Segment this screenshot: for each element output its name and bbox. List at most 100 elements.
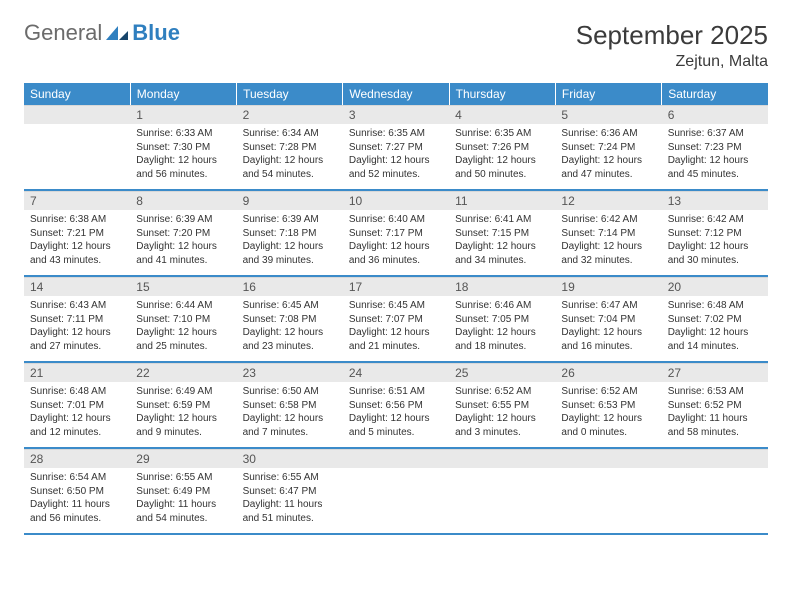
sunset-text: Sunset: 7:27 PM xyxy=(349,141,443,155)
daylight-text: Daylight: 12 hours and 54 minutes. xyxy=(243,154,337,181)
day-number: 29 xyxy=(130,449,236,468)
header: General Blue September 2025 Zejtun, Malt… xyxy=(24,20,768,71)
day-details: Sunrise: 6:37 AMSunset: 7:23 PMDaylight:… xyxy=(662,124,768,189)
sunset-text: Sunset: 7:01 PM xyxy=(30,399,124,413)
day-cell: 30Sunrise: 6:55 AMSunset: 6:47 PMDayligh… xyxy=(237,448,343,534)
day-cell: 25Sunrise: 6:52 AMSunset: 6:55 PMDayligh… xyxy=(449,362,555,448)
sunrise-text: Sunrise: 6:41 AM xyxy=(455,213,549,227)
day-details: Sunrise: 6:40 AMSunset: 7:17 PMDaylight:… xyxy=(343,210,449,275)
day-number xyxy=(449,449,555,468)
week-row: 1Sunrise: 6:33 AMSunset: 7:30 PMDaylight… xyxy=(24,105,768,190)
day-details: Sunrise: 6:54 AMSunset: 6:50 PMDaylight:… xyxy=(24,468,130,533)
day-number: 19 xyxy=(555,277,661,296)
day-details: Sunrise: 6:50 AMSunset: 6:58 PMDaylight:… xyxy=(237,382,343,447)
day-details: Sunrise: 6:51 AMSunset: 6:56 PMDaylight:… xyxy=(343,382,449,447)
sunset-text: Sunset: 7:24 PM xyxy=(561,141,655,155)
day-number xyxy=(662,449,768,468)
sunset-text: Sunset: 7:14 PM xyxy=(561,227,655,241)
day-number: 16 xyxy=(237,277,343,296)
sunrise-text: Sunrise: 6:37 AM xyxy=(668,127,762,141)
day-number xyxy=(24,105,130,124)
day-number: 12 xyxy=(555,191,661,210)
sunrise-text: Sunrise: 6:50 AM xyxy=(243,385,337,399)
sunrise-text: Sunrise: 6:44 AM xyxy=(136,299,230,313)
sunset-text: Sunset: 7:23 PM xyxy=(668,141,762,155)
sunset-text: Sunset: 6:58 PM xyxy=(243,399,337,413)
week-row: 28Sunrise: 6:54 AMSunset: 6:50 PMDayligh… xyxy=(24,448,768,534)
day-cell: 26Sunrise: 6:52 AMSunset: 6:53 PMDayligh… xyxy=(555,362,661,448)
day-cell: 4Sunrise: 6:35 AMSunset: 7:26 PMDaylight… xyxy=(449,105,555,190)
day-number xyxy=(343,449,449,468)
week-row: 14Sunrise: 6:43 AMSunset: 7:11 PMDayligh… xyxy=(24,276,768,362)
sunset-text: Sunset: 7:02 PM xyxy=(668,313,762,327)
sunset-text: Sunset: 7:26 PM xyxy=(455,141,549,155)
day-cell: 5Sunrise: 6:36 AMSunset: 7:24 PMDaylight… xyxy=(555,105,661,190)
sunrise-text: Sunrise: 6:33 AM xyxy=(136,127,230,141)
sunset-text: Sunset: 7:18 PM xyxy=(243,227,337,241)
sunrise-text: Sunrise: 6:39 AM xyxy=(243,213,337,227)
day-cell: 14Sunrise: 6:43 AMSunset: 7:11 PMDayligh… xyxy=(24,276,130,362)
daylight-text: Daylight: 12 hours and 32 minutes. xyxy=(561,240,655,267)
sunrise-text: Sunrise: 6:42 AM xyxy=(668,213,762,227)
day-number: 14 xyxy=(24,277,130,296)
sunrise-text: Sunrise: 6:38 AM xyxy=(30,213,124,227)
sunset-text: Sunset: 7:07 PM xyxy=(349,313,443,327)
dow-header: Wednesday xyxy=(343,83,449,105)
month-title: September 2025 xyxy=(576,20,768,51)
week-row: 21Sunrise: 6:48 AMSunset: 7:01 PMDayligh… xyxy=(24,362,768,448)
day-cell: 19Sunrise: 6:47 AMSunset: 7:04 PMDayligh… xyxy=(555,276,661,362)
sunrise-text: Sunrise: 6:46 AM xyxy=(455,299,549,313)
day-cell: 13Sunrise: 6:42 AMSunset: 7:12 PMDayligh… xyxy=(662,190,768,276)
daylight-text: Daylight: 12 hours and 41 minutes. xyxy=(136,240,230,267)
day-details: Sunrise: 6:35 AMSunset: 7:27 PMDaylight:… xyxy=(343,124,449,189)
sunrise-text: Sunrise: 6:54 AM xyxy=(30,471,124,485)
day-cell: 7Sunrise: 6:38 AMSunset: 7:21 PMDaylight… xyxy=(24,190,130,276)
day-cell: 11Sunrise: 6:41 AMSunset: 7:15 PMDayligh… xyxy=(449,190,555,276)
sunset-text: Sunset: 7:08 PM xyxy=(243,313,337,327)
daylight-text: Daylight: 11 hours and 51 minutes. xyxy=(243,498,337,525)
day-number: 18 xyxy=(449,277,555,296)
day-details: Sunrise: 6:46 AMSunset: 7:05 PMDaylight:… xyxy=(449,296,555,361)
day-cell: 24Sunrise: 6:51 AMSunset: 6:56 PMDayligh… xyxy=(343,362,449,448)
sunset-text: Sunset: 7:11 PM xyxy=(30,313,124,327)
day-details xyxy=(662,468,768,524)
day-details: Sunrise: 6:48 AMSunset: 7:01 PMDaylight:… xyxy=(24,382,130,447)
day-cell: 10Sunrise: 6:40 AMSunset: 7:17 PMDayligh… xyxy=(343,190,449,276)
day-details: Sunrise: 6:42 AMSunset: 7:12 PMDaylight:… xyxy=(662,210,768,275)
day-number: 10 xyxy=(343,191,449,210)
day-details: Sunrise: 6:38 AMSunset: 7:21 PMDaylight:… xyxy=(24,210,130,275)
sunset-text: Sunset: 6:50 PM xyxy=(30,485,124,499)
daylight-text: Daylight: 12 hours and 14 minutes. xyxy=(668,326,762,353)
day-number: 5 xyxy=(555,105,661,124)
day-number: 21 xyxy=(24,363,130,382)
daylight-text: Daylight: 12 hours and 50 minutes. xyxy=(455,154,549,181)
sunrise-text: Sunrise: 6:40 AM xyxy=(349,213,443,227)
daylight-text: Daylight: 12 hours and 3 minutes. xyxy=(455,412,549,439)
day-details: Sunrise: 6:45 AMSunset: 7:08 PMDaylight:… xyxy=(237,296,343,361)
daylight-text: Daylight: 12 hours and 5 minutes. xyxy=(349,412,443,439)
day-cell: 21Sunrise: 6:48 AMSunset: 7:01 PMDayligh… xyxy=(24,362,130,448)
day-details xyxy=(555,468,661,524)
day-details: Sunrise: 6:43 AMSunset: 7:11 PMDaylight:… xyxy=(24,296,130,361)
day-number: 22 xyxy=(130,363,236,382)
day-number: 6 xyxy=(662,105,768,124)
daylight-text: Daylight: 12 hours and 23 minutes. xyxy=(243,326,337,353)
sunset-text: Sunset: 6:56 PM xyxy=(349,399,443,413)
daylight-text: Daylight: 12 hours and 7 minutes. xyxy=(243,412,337,439)
sunrise-text: Sunrise: 6:48 AM xyxy=(668,299,762,313)
day-number: 1 xyxy=(130,105,236,124)
logo: General Blue xyxy=(24,20,180,46)
dow-header: Friday xyxy=(555,83,661,105)
day-number: 11 xyxy=(449,191,555,210)
daylight-text: Daylight: 12 hours and 43 minutes. xyxy=(30,240,124,267)
day-details: Sunrise: 6:36 AMSunset: 7:24 PMDaylight:… xyxy=(555,124,661,189)
sunrise-text: Sunrise: 6:35 AM xyxy=(455,127,549,141)
sail-icon xyxy=(104,24,130,42)
day-details: Sunrise: 6:45 AMSunset: 7:07 PMDaylight:… xyxy=(343,296,449,361)
day-number: 13 xyxy=(662,191,768,210)
day-cell: 23Sunrise: 6:50 AMSunset: 6:58 PMDayligh… xyxy=(237,362,343,448)
day-cell: 8Sunrise: 6:39 AMSunset: 7:20 PMDaylight… xyxy=(130,190,236,276)
day-number: 20 xyxy=(662,277,768,296)
day-details: Sunrise: 6:49 AMSunset: 6:59 PMDaylight:… xyxy=(130,382,236,447)
sunset-text: Sunset: 6:55 PM xyxy=(455,399,549,413)
